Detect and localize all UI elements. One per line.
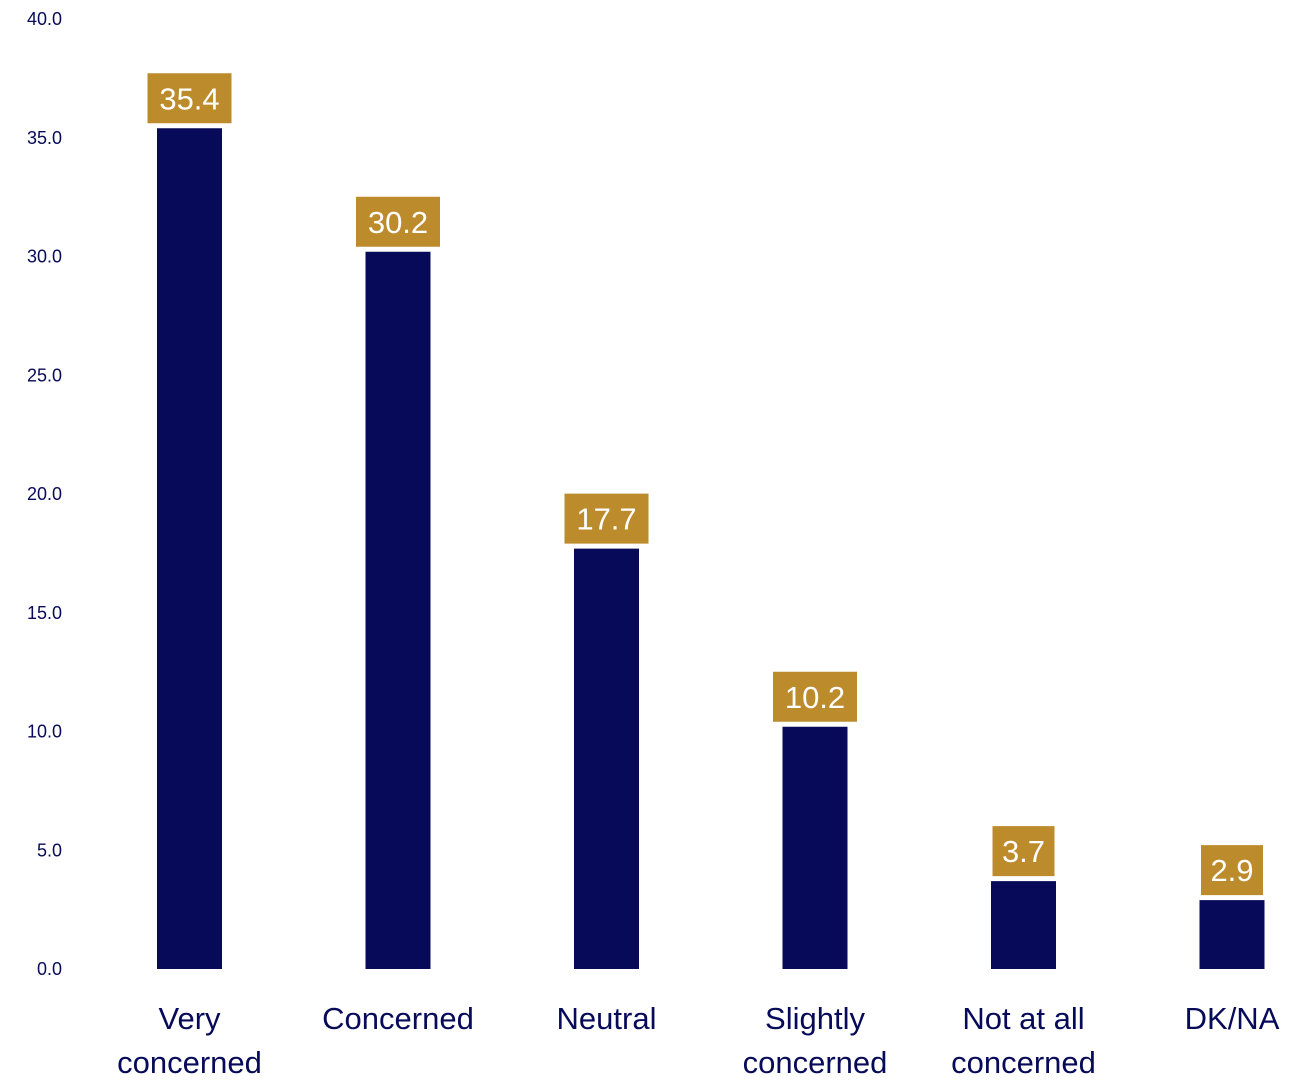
data-label: 35.4: [147, 73, 232, 124]
data-label-box: [992, 826, 1055, 877]
y-tick-label: 5.0: [37, 840, 62, 860]
data-labels-group: 35.4 30.2 17.7 10.2 3.7 2.9: [147, 73, 1263, 896]
data-label: 17.7: [564, 493, 649, 544]
data-label: 2.9: [1201, 845, 1263, 896]
bar: [991, 881, 1056, 969]
y-tick-label: 25.0: [27, 365, 62, 385]
data-label: 30.2: [356, 196, 440, 247]
y-tick-label: 35.0: [27, 128, 62, 148]
bar: [365, 251, 431, 969]
bar: [157, 128, 222, 969]
x-axis: Very concerned Concerned Neutral Slightly con…: [117, 1001, 1280, 1080]
y-tick-label: 15.0: [27, 603, 62, 623]
data-label-text: 30.2: [368, 205, 428, 240]
bar: [574, 548, 639, 969]
x-category-label: concerned: [951, 1045, 1096, 1080]
data-label-box: [1201, 845, 1263, 896]
x-category-label: Slightly: [765, 1001, 865, 1036]
bars-group: [157, 128, 1265, 969]
data-label-text: 2.9: [1210, 853, 1253, 888]
data-label-text: 17.7: [576, 502, 636, 537]
data-label-box: [773, 671, 857, 722]
data-label: 3.7: [992, 826, 1055, 877]
data-label-box: [147, 73, 232, 124]
x-category-label: concerned: [743, 1045, 888, 1080]
x-category-label: Very: [158, 1001, 221, 1036]
x-category-label: concerned: [117, 1045, 262, 1080]
x-category-label: DK/NA: [1185, 1001, 1280, 1036]
data-label-box: [564, 493, 649, 544]
x-category-label: Neutral: [557, 1001, 657, 1036]
y-tick-label: 10.0: [27, 722, 62, 742]
y-tick-label: 40.0: [27, 9, 62, 29]
x-category-label: Concerned: [322, 1001, 474, 1036]
data-label-text: 35.4: [159, 81, 219, 116]
data-label-text: 10.2: [785, 680, 845, 715]
bar: [782, 726, 848, 969]
data-label: 10.2: [773, 671, 857, 722]
x-category-label: Not at all: [962, 1001, 1084, 1036]
y-tick-label: 30.0: [27, 247, 62, 267]
y-tick-label: 0.0: [37, 959, 62, 979]
bar: [1199, 900, 1265, 969]
y-tick-label: 20.0: [27, 484, 62, 504]
data-label-text: 3.7: [1002, 834, 1045, 869]
data-label-box: [356, 196, 440, 247]
y-axis: 0.0 5.0 10.0 15.0 20.0 25.0 30.0 35.0 40.0: [27, 9, 62, 979]
